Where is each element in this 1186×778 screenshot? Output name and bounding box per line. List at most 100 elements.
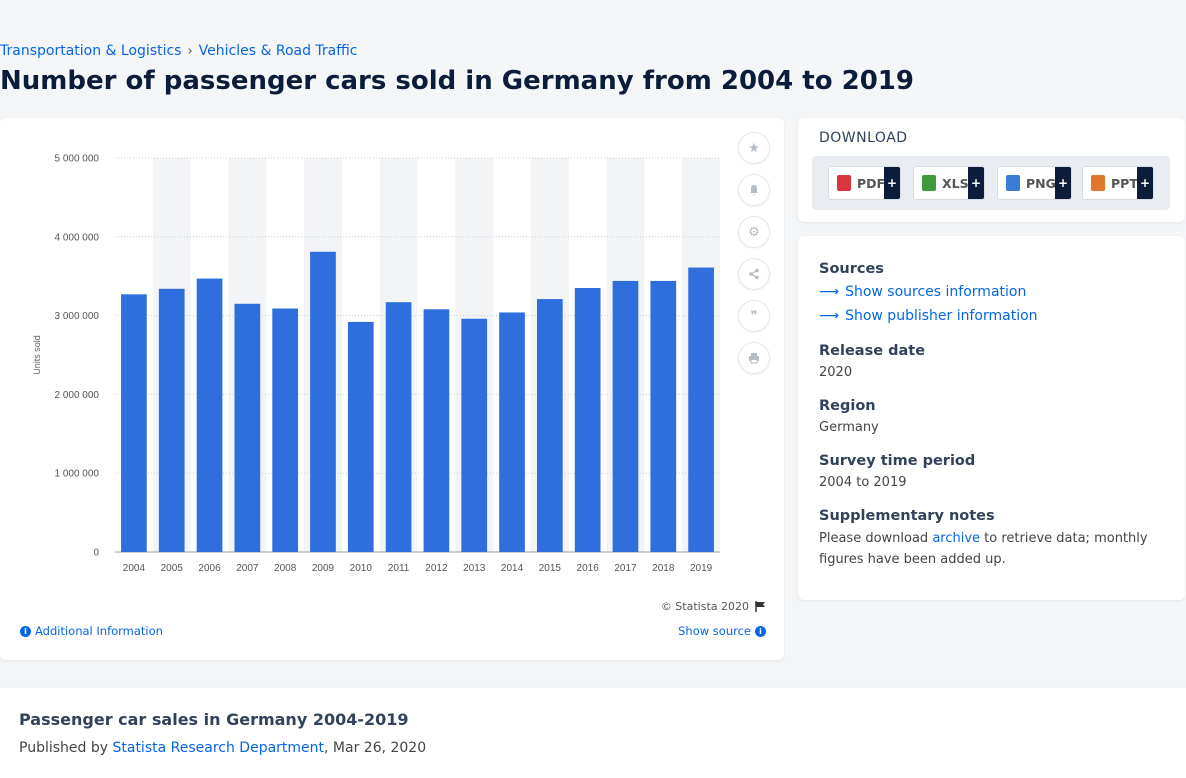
x-tick-label: 2017 (614, 563, 637, 574)
quote-icon[interactable]: ❞ (738, 300, 770, 332)
gear-icon[interactable]: ⚙ (738, 216, 770, 248)
png-file-icon (1006, 175, 1020, 191)
bar (121, 294, 147, 552)
ppt-file-icon (1091, 175, 1105, 191)
download-xls-label: XLS (942, 175, 969, 191)
breadcrumb-item-transportation[interactable]: Transportation & Logistics (0, 43, 182, 59)
bar (536, 299, 563, 552)
publication-byline: Published by Statista Research Departmen… (19, 740, 426, 756)
y-tick-label: 1 000 000 (55, 469, 100, 480)
plus-icon: + (1055, 167, 1071, 199)
bar (385, 302, 412, 552)
bar (423, 309, 450, 552)
copyright-text: © Statista 2020 (660, 600, 749, 613)
info-icon: i (20, 625, 31, 637)
region-heading: Region (819, 398, 876, 414)
release-date-value: 2020 (819, 365, 853, 380)
additional-information-label: Additional Information (35, 624, 163, 638)
x-tick-label: 2007 (236, 563, 259, 574)
y-tick-label: 3 000 000 (55, 311, 100, 322)
share-icon[interactable] (738, 258, 770, 290)
plus-icon: + (1137, 167, 1153, 199)
copyright: © Statista 2020 (661, 600, 766, 613)
bar (272, 308, 299, 552)
bar (650, 280, 677, 552)
star-icon[interactable]: ★ (738, 132, 770, 164)
download-ppt-label: PPT (1111, 175, 1138, 191)
bar (310, 251, 336, 552)
notes-text-after: to retrieve data; monthly figures have b… (819, 531, 1148, 567)
notes-text-before: Please download (819, 531, 933, 546)
show-source-link[interactable]: Show source i (678, 624, 766, 638)
publication-card: Passenger car sales in Germany 2004-2019… (0, 688, 1186, 778)
y-tick-label: 0 (93, 548, 99, 559)
plus-icon: + (884, 167, 900, 199)
x-tick-label: 2015 (539, 563, 562, 574)
x-tick-label: 2006 (198, 563, 221, 574)
x-tick-label: 2019 (690, 563, 713, 574)
survey-period-heading: Survey time period (819, 453, 976, 469)
supplementary-notes-heading: Supplementary notes (819, 508, 995, 524)
x-tick-label: 2004 (123, 563, 146, 574)
publication-date: , Mar 26, 2020 (324, 740, 427, 756)
show-sources-label: Show sources information (845, 284, 1027, 300)
y-tick-label: 4 000 000 (55, 232, 100, 243)
breadcrumb-item-vehicles[interactable]: Vehicles & Road Traffic (198, 43, 358, 59)
show-publisher-link[interactable]: ⟶ Show publisher information (819, 308, 1038, 324)
download-ppt-button[interactable]: PPT + (1082, 166, 1154, 200)
bar (196, 278, 223, 552)
bar (158, 288, 185, 552)
x-tick-label: 2012 (425, 563, 448, 574)
download-heading: DOWNLOAD (819, 130, 908, 146)
download-pdf-label: PDF (857, 175, 886, 191)
x-tick-label: 2008 (274, 563, 297, 574)
download-buttons: PDF + XLS + PNG + PPT + (812, 156, 1170, 210)
x-tick-label: 2005 (161, 563, 184, 574)
statistic-details: Sources ⟶ Show sources information ⟶ Sho… (798, 236, 1185, 600)
bar-chart: 0 1 000 000 2 000 000 3 000 000 4 000 000 5 0… (32, 154, 720, 574)
chart-card: 0 1 000 000 2 000 000 3 000 000 4 000 000 5 0… (0, 118, 784, 660)
print-icon[interactable] (738, 342, 770, 374)
y-tick-label: 2 000 000 (55, 390, 100, 401)
pdf-file-icon (837, 175, 851, 191)
additional-information-link[interactable]: i Additional Information (20, 624, 163, 638)
x-tick-label: 2009 (312, 563, 335, 574)
x-tick-label: 2018 (652, 563, 675, 574)
download-xls-button[interactable]: XLS + (913, 166, 985, 200)
breadcrumb: Transportation & Logistics › Vehicles & … (0, 43, 358, 59)
show-publisher-label: Show publisher information (845, 308, 1038, 324)
x-tick-label: 2010 (350, 563, 373, 574)
show-sources-link[interactable]: ⟶ Show sources information (819, 284, 1026, 300)
download-png-button[interactable]: PNG + (997, 166, 1072, 200)
breadcrumb-separator: › (187, 43, 193, 59)
chart-tools: ★ ⚙ ❞ (738, 132, 770, 374)
download-png-label: PNG (1026, 175, 1056, 191)
x-tick-label: 2016 (577, 563, 600, 574)
research-department-link[interactable]: Statista Research Department (112, 740, 325, 756)
y-axis-label: Units sold (32, 335, 42, 375)
bar (347, 321, 374, 552)
x-tick-label: 2013 (463, 563, 486, 574)
bar (499, 312, 525, 552)
survey-period-value: 2004 to 2019 (819, 475, 907, 490)
bar (234, 303, 261, 552)
published-by-label: Published by (19, 740, 113, 756)
sources-heading: Sources (819, 261, 884, 277)
region-value: Germany (819, 420, 879, 435)
plus-icon: + (968, 167, 984, 199)
publication-title: Passenger car sales in Germany 2004-2019 (19, 710, 409, 729)
archive-link[interactable]: archive (932, 531, 981, 546)
bell-icon[interactable] (738, 174, 770, 206)
release-date-heading: Release date (819, 343, 926, 359)
show-source-label: Show source (678, 624, 751, 638)
arrow-right-icon: ⟶ (819, 284, 840, 300)
download-pdf-button[interactable]: PDF + (828, 166, 901, 200)
y-tick-label: 5 000 000 (55, 154, 100, 165)
download-card: DOWNLOAD PDF + XLS + PNG + PPT + (798, 118, 1185, 222)
flag-icon[interactable] (755, 601, 766, 612)
x-tick-label: 2014 (501, 563, 524, 574)
bar (612, 280, 639, 552)
info-icon: i (755, 625, 766, 637)
xls-file-icon (922, 175, 936, 191)
bar (688, 267, 714, 552)
